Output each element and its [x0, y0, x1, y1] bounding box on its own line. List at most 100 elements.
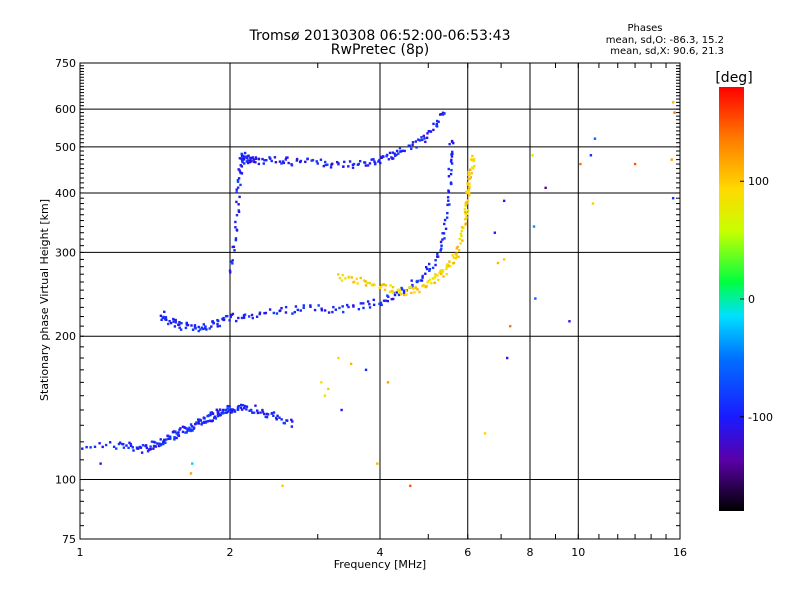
trace-point — [374, 162, 377, 165]
trace-point — [338, 306, 341, 310]
trace-point — [85, 445, 88, 449]
trace-point — [425, 267, 429, 271]
trace-point — [449, 181, 453, 184]
trace-point — [243, 151, 247, 155]
trace-point — [385, 153, 389, 157]
scatter-point — [327, 387, 330, 391]
chart-subtitle: RwPretec (8p) — [331, 42, 429, 58]
trace-point — [224, 315, 228, 318]
trace-point — [450, 162, 454, 165]
trace-point — [204, 325, 207, 328]
trace-point — [372, 303, 376, 307]
trace-point — [334, 308, 338, 311]
trace-point — [165, 318, 168, 322]
trace-point — [379, 161, 382, 165]
trace-point — [467, 189, 470, 192]
trace-point — [210, 411, 214, 414]
trace-point — [173, 435, 176, 439]
trace-point — [425, 136, 429, 140]
trace-point — [468, 185, 471, 189]
trace-point — [195, 421, 198, 424]
trace-point — [178, 326, 181, 329]
trace-point — [290, 418, 293, 422]
trace-point — [240, 316, 244, 320]
trace-point — [272, 414, 275, 417]
trace-point — [229, 271, 232, 274]
trace-point — [421, 138, 424, 142]
trace-point — [448, 142, 451, 146]
trace-point — [228, 269, 232, 272]
trace-point — [366, 164, 370, 167]
trace-point — [233, 410, 237, 413]
trace-point — [445, 216, 449, 219]
trace-point — [435, 122, 438, 126]
trace-point — [450, 158, 453, 162]
trace-point — [472, 158, 476, 161]
trace-point — [416, 288, 419, 291]
trace-point — [421, 274, 424, 278]
trace-point — [240, 155, 244, 158]
trace-point — [443, 222, 446, 226]
trace-point — [172, 430, 176, 433]
trace-point — [112, 445, 116, 449]
trace-point — [200, 326, 204, 329]
trace-point — [242, 157, 246, 161]
trace-point — [426, 132, 429, 135]
trace-point — [174, 318, 177, 322]
trace-point — [245, 156, 249, 159]
trace-point — [252, 411, 256, 414]
trace-point — [131, 446, 134, 449]
trace-point — [224, 408, 227, 412]
trace-point — [284, 311, 288, 314]
trace-point — [160, 443, 163, 446]
trace-point — [432, 128, 435, 132]
trace-point — [256, 409, 259, 412]
trace-point — [242, 406, 246, 410]
trace-point — [139, 446, 143, 449]
trace-point — [192, 427, 196, 430]
trace-point — [270, 412, 273, 415]
trace-point — [241, 160, 244, 164]
trace-point — [217, 412, 220, 416]
trace-point — [291, 420, 294, 423]
trace-point — [200, 423, 203, 426]
trace-point — [368, 281, 372, 285]
trace-point — [460, 226, 464, 229]
trace-point — [381, 155, 385, 158]
trace-point — [384, 299, 387, 302]
trace-point — [455, 255, 459, 258]
y-tick-label: 75 — [62, 533, 76, 546]
trace-point — [452, 141, 455, 145]
trace-point — [222, 411, 225, 415]
trace-point — [414, 286, 418, 289]
trace-point — [202, 421, 206, 425]
trace-point — [460, 229, 464, 233]
trace-point — [189, 423, 193, 426]
trace-point — [302, 304, 305, 307]
trace-point — [231, 259, 234, 262]
scatter-point — [191, 462, 194, 465]
trace-point — [172, 320, 175, 323]
trace-point — [159, 314, 163, 317]
trace-point — [317, 304, 320, 307]
trace-point — [413, 291, 416, 294]
trace-point — [435, 119, 439, 123]
trace-point — [370, 284, 374, 287]
trace-point — [284, 158, 288, 161]
trace-point — [373, 283, 376, 286]
trace-point — [366, 281, 369, 285]
trace-point — [447, 190, 451, 193]
y-tick-label: 300 — [55, 246, 76, 259]
trace-point — [434, 273, 437, 276]
trace-point — [390, 290, 394, 293]
x-tick-label: 16 — [673, 546, 687, 559]
trace-point — [434, 274, 438, 277]
trace-point — [250, 160, 253, 163]
trace-point — [320, 309, 324, 312]
trace-point — [209, 419, 212, 423]
trace-point — [282, 161, 286, 165]
trace-point — [265, 159, 268, 162]
scatter-point — [99, 462, 102, 465]
x-tick-label: 2 — [227, 546, 234, 559]
trace-point — [217, 410, 220, 413]
